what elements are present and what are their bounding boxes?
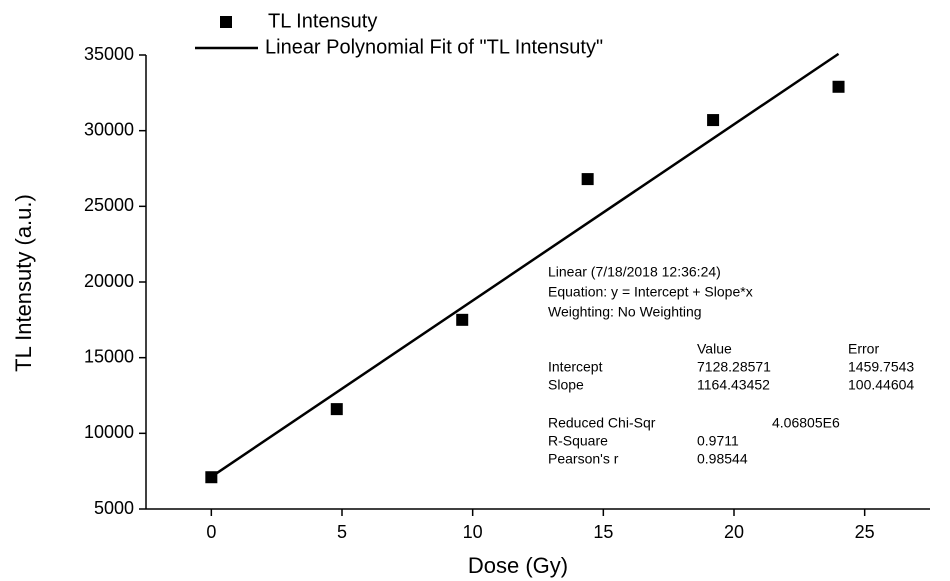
data-point — [456, 313, 469, 326]
fit-line — [210, 52, 840, 478]
annotation-cell: 1459.7543 — [848, 359, 914, 375]
data-point — [707, 114, 720, 127]
x-tick-label: 15 — [593, 522, 613, 542]
data-point — [832, 80, 845, 93]
annotation-stat: 4.06805E6 — [772, 415, 840, 431]
legend-label: TL Intensuty — [268, 10, 377, 32]
y-tick-label: 20000 — [84, 271, 134, 291]
x-axis-label: Dose (Gy) — [468, 553, 568, 578]
annotation-stat: Reduced Chi-Sqr — [548, 415, 656, 431]
y-tick-label: 30000 — [84, 119, 134, 139]
annotation-cell: Intercept — [548, 359, 603, 375]
annotation-header: Error — [848, 341, 879, 357]
y-tick-label: 10000 — [84, 422, 134, 442]
annotation-stat: 0.98544 — [697, 451, 748, 467]
x-tick-label: 0 — [206, 522, 216, 542]
data-point — [581, 173, 594, 186]
annotation-stat: 0.9711 — [697, 433, 739, 449]
y-tick-label: 15000 — [84, 346, 134, 366]
x-tick-label: 5 — [337, 522, 347, 542]
annotation-header: Value — [697, 341, 732, 357]
legend-label: Linear Polynomial Fit of "TL Intensuty" — [265, 36, 603, 58]
data-point — [330, 403, 343, 416]
x-tick-label: 20 — [724, 522, 744, 542]
annotation-text: Weighting: No Weighting — [548, 304, 702, 320]
x-tick-label: 25 — [855, 522, 875, 542]
annotation-cell: 1164.43452 — [697, 377, 770, 393]
annotation-stat: R-Square — [548, 433, 608, 449]
y-tick-label: 25000 — [84, 195, 134, 215]
annotation-cell: Slope — [548, 377, 584, 393]
annotation-cell: 7128.28571 — [697, 359, 771, 375]
y-tick-label: 35000 — [84, 44, 134, 64]
legend-marker — [220, 16, 232, 28]
y-tick-label: 5000 — [94, 498, 134, 518]
annotation-text: Equation: y = Intercept + Slope*x — [548, 284, 753, 300]
annotation-stat: Pearson's r — [548, 451, 619, 467]
annotation-cell: 100.44604 — [848, 377, 914, 393]
x-tick-label: 10 — [463, 522, 483, 542]
y-axis-label: TL Intensuty (a.u.) — [11, 194, 36, 372]
annotation-text: Linear (7/18/2018 12:36:24) — [548, 264, 721, 280]
